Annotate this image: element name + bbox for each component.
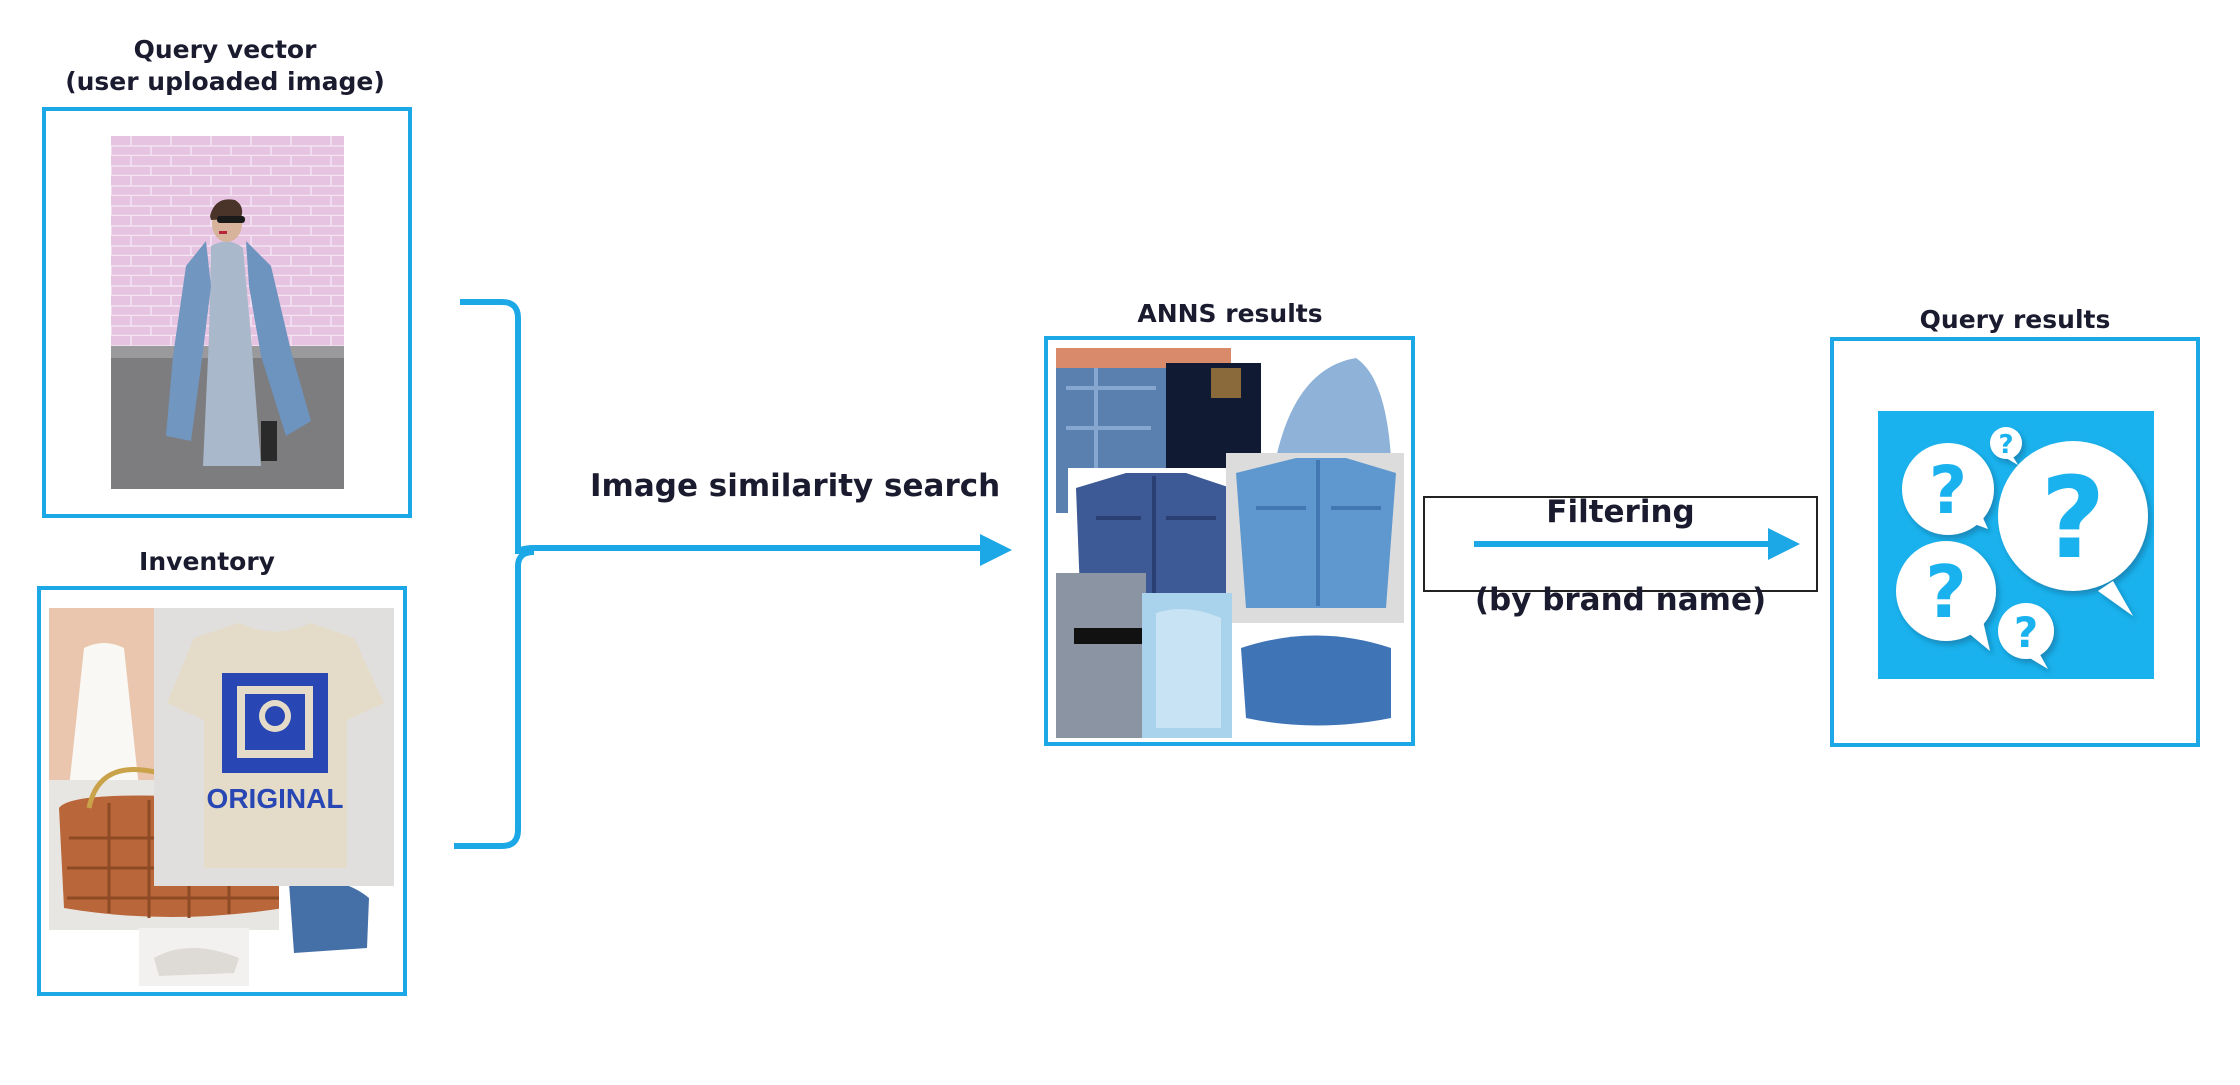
filtering-label: Filtering [1546, 494, 1695, 530]
filtering-sublabel: (by brand name) [1474, 582, 1767, 618]
query-results-box: ? ? ? ? ? [1830, 337, 2200, 747]
tshirt-print-text: ORIGINAL [207, 783, 344, 814]
filtering-arrow [1474, 528, 1800, 560]
image-similarity-search-label: Image similarity search [590, 468, 1001, 504]
inventory-box: ORIGINAL [37, 586, 407, 996]
query-vector-title: Query vector (user uploaded image) [65, 35, 385, 96]
svg-text:?: ? [2041, 454, 2106, 584]
question-bubbles-icon: ? ? ? ? ? [1878, 411, 2154, 679]
query-vector-box [42, 107, 412, 518]
svg-text:?: ? [2014, 608, 2038, 657]
denim-jackets-collage [1056, 348, 1406, 738]
woman-in-denim-jacket-photo [111, 136, 344, 489]
svg-text:?: ? [1925, 550, 1967, 634]
merge-bracket-arrow [454, 299, 1012, 849]
inventory-title: Inventory [139, 547, 275, 576]
query-results-title: Query results [1919, 305, 2111, 334]
svg-text:?: ? [1929, 452, 1967, 529]
anns-results-title: ANNS results [1137, 299, 1323, 328]
fashion-collage: ORIGINAL [49, 608, 399, 986]
anns-results-box [1044, 336, 1415, 746]
svg-text:?: ? [1998, 430, 2013, 460]
